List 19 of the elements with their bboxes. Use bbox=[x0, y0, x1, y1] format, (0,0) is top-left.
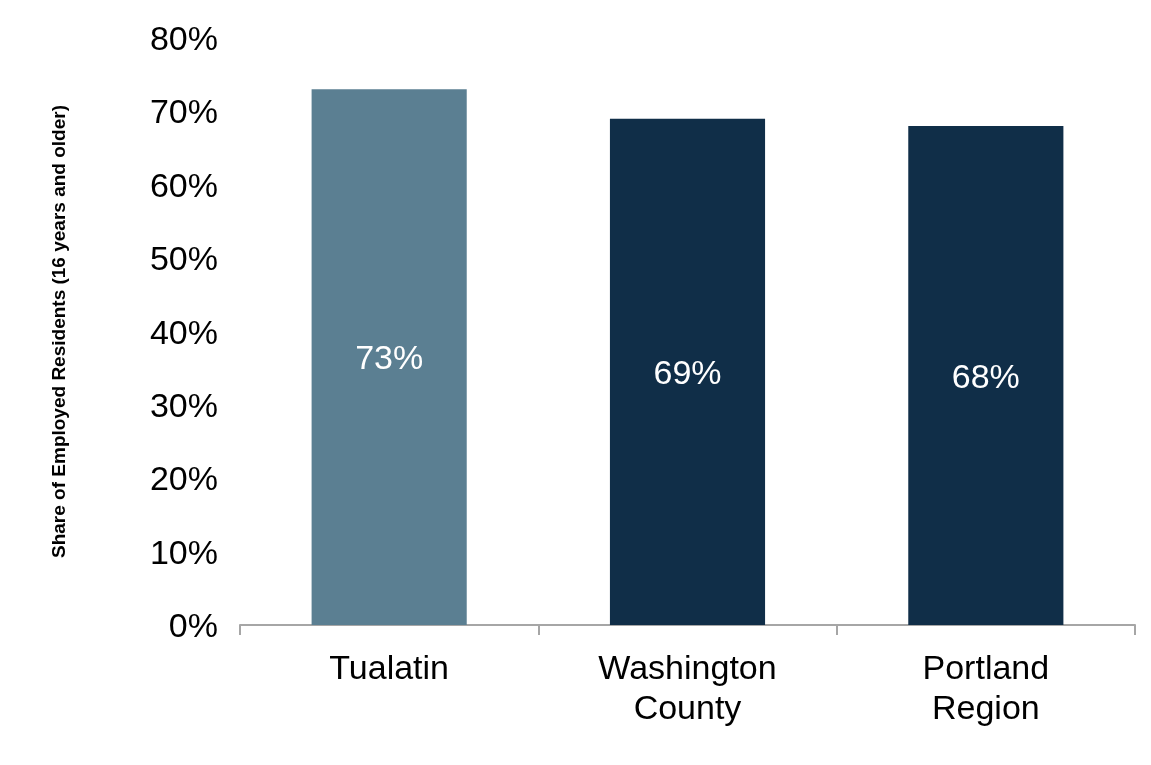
x-tick-label: Washington County bbox=[598, 648, 777, 726]
x-tick-label: Portland Region bbox=[922, 648, 1050, 726]
x-tick-label: Tualatin bbox=[329, 648, 450, 686]
data-label: 68% bbox=[951, 356, 1020, 395]
bar bbox=[609, 118, 766, 625]
y-tick-label: 70% bbox=[149, 92, 218, 131]
data-label: 69% bbox=[653, 352, 722, 391]
bar bbox=[311, 89, 467, 625]
y-axis-title: Share of Employed Residents (16 years and older) bbox=[47, 105, 69, 558]
y-tick-label: 20% bbox=[149, 459, 218, 498]
y-tick-label: 50% bbox=[149, 239, 218, 278]
y-tick-label: 60% bbox=[149, 165, 218, 204]
y-tick-label: 40% bbox=[149, 312, 218, 351]
y-tick-label: 80% bbox=[149, 19, 218, 57]
data-label: 73% bbox=[355, 338, 424, 377]
y-tick-label: 0% bbox=[168, 606, 218, 644]
y-tick-label: 30% bbox=[149, 385, 218, 424]
bar bbox=[908, 126, 1064, 625]
y-tick-label: 10% bbox=[149, 532, 218, 571]
